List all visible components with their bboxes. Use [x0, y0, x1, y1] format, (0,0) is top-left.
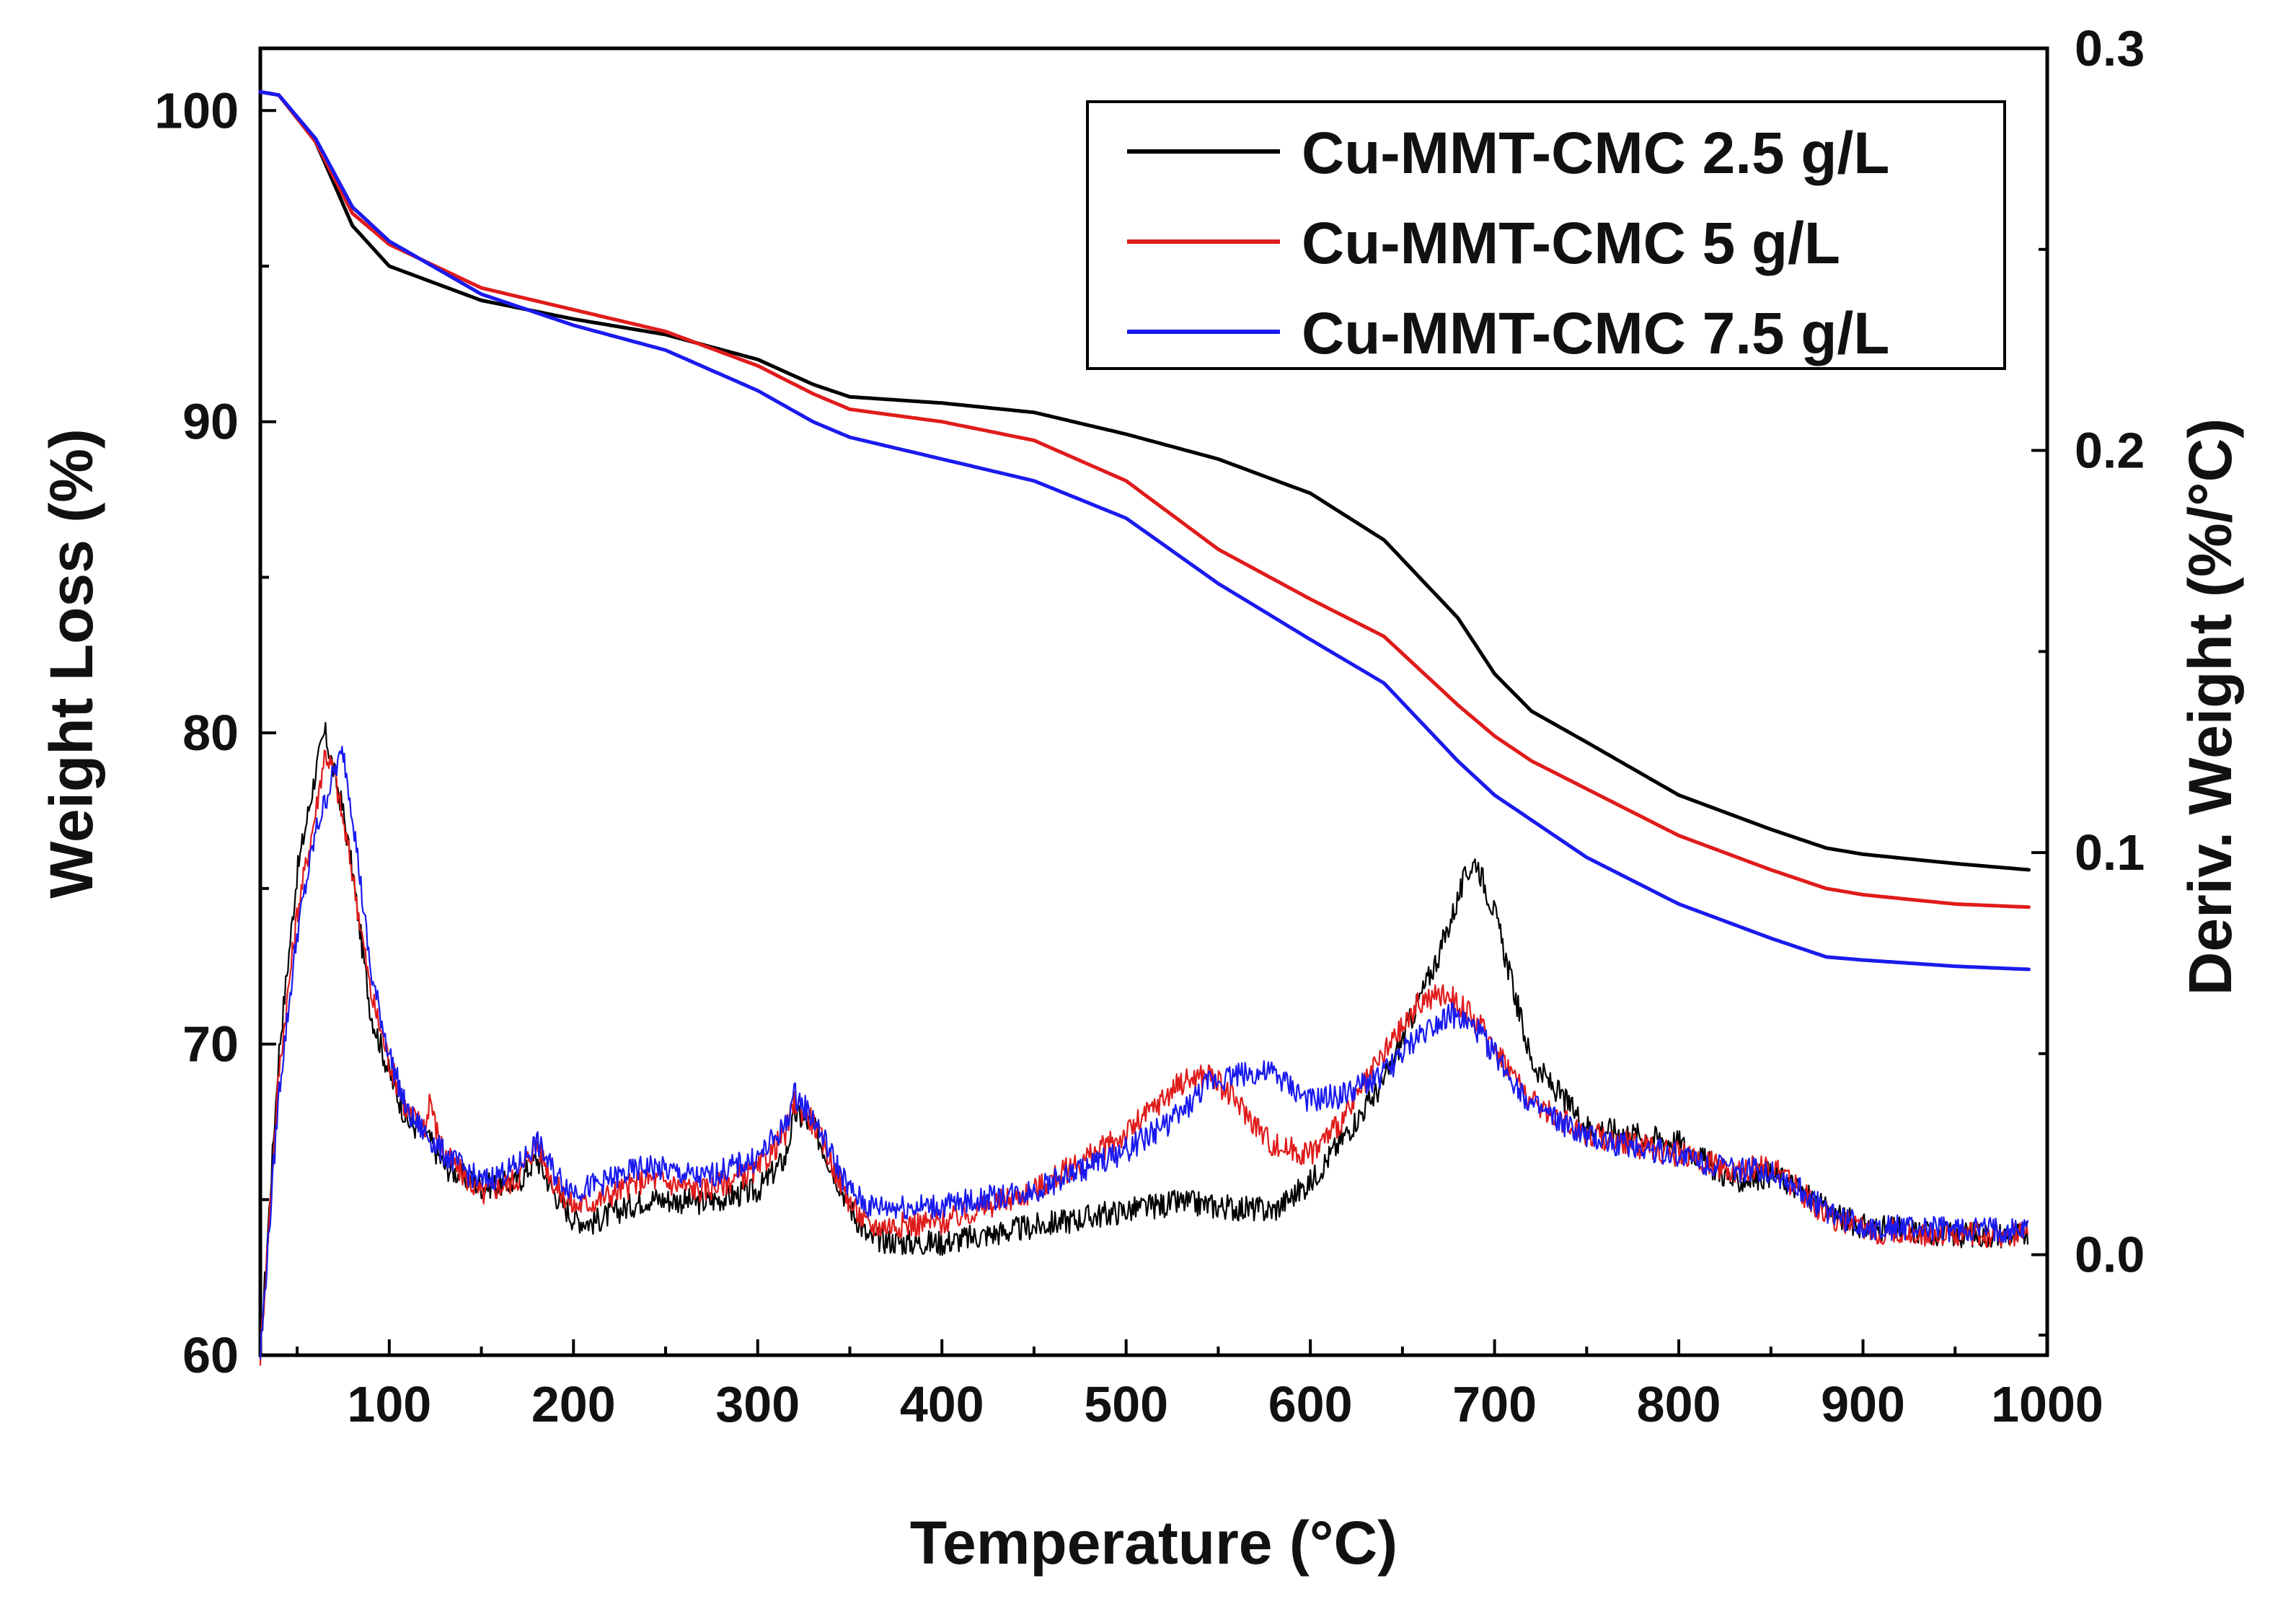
legend-box — [1086, 100, 2006, 370]
legend-label-2: Cu-MMT-CMC 7.5 g/L — [1302, 301, 1889, 366]
y-right-tick-label-0.0: 0.0 — [2075, 1227, 2145, 1283]
y-left-tick-label-70: 70 — [182, 1016, 239, 1072]
x-tick-label-200: 200 — [531, 1376, 616, 1432]
x-tick-label-800: 800 — [1637, 1376, 1721, 1432]
y-left-axis-title: Weight Loss (%) — [37, 428, 105, 899]
dtg-line-5 — [259, 749, 2028, 1366]
y-right-tick-label-0.3: 0.3 — [2075, 20, 2145, 76]
legend: Cu-MMT-CMC 2.5 g/L Cu-MMT-CMC 5 g/L Cu-M… — [1086, 100, 2006, 370]
x-tick-label-500: 500 — [1084, 1376, 1168, 1432]
dtg-line-2-5 — [259, 722, 2028, 1346]
legend-label-1: Cu-MMT-CMC 5 g/L — [1302, 211, 1840, 276]
y-right-axis-ticks: 0.0 0.1 0.2 0.3 — [2031, 20, 2145, 1337]
y-right-tick-label-0.1: 0.1 — [2075, 824, 2145, 881]
x-axis-title-unit: (°C) — [1289, 1509, 1398, 1577]
y-left-tick-label-100: 100 — [154, 82, 239, 138]
x-tick-label-700: 700 — [1452, 1376, 1537, 1432]
x-tick-label-1000: 1000 — [1991, 1376, 2103, 1432]
tga-line-5 — [258, 89, 2031, 909]
x-axis-title: Temperature (°C) — [910, 1509, 1398, 1577]
x-tick-label-600: 600 — [1268, 1376, 1353, 1432]
x-tick-label-100: 100 — [347, 1376, 431, 1432]
x-tick-label-300: 300 — [715, 1376, 800, 1432]
tga-line-2-5 — [258, 89, 2031, 872]
y-left-tick-label-60: 60 — [182, 1327, 239, 1383]
y-right-axis-title: Deriv. Weight (%/°C) — [2176, 418, 2244, 996]
dtg-line-7-5 — [259, 746, 2028, 1360]
x-tick-label-400: 400 — [900, 1376, 984, 1432]
y-left-tick-label-90: 90 — [182, 394, 239, 450]
y-right-tick-label-0.2: 0.2 — [2075, 423, 2145, 479]
x-tick-label-900: 900 — [1821, 1376, 1905, 1432]
y-left-tick-label-80: 80 — [182, 705, 239, 761]
y-left-axis-ticks: 60 70 80 90 100 — [154, 82, 276, 1383]
x-axis-title-text: Temperature — [910, 1509, 1273, 1577]
plot-frame — [258, 46, 2049, 1357]
series-layer — [258, 89, 2031, 1366]
x-axis-ticks: 100 200 300 400 500 600 700 800 900 1000 — [296, 1339, 2103, 1432]
legend-label-0: Cu-MMT-CMC 2.5 g/L — [1302, 120, 1889, 186]
tga-line-7-5 — [258, 89, 2031, 972]
